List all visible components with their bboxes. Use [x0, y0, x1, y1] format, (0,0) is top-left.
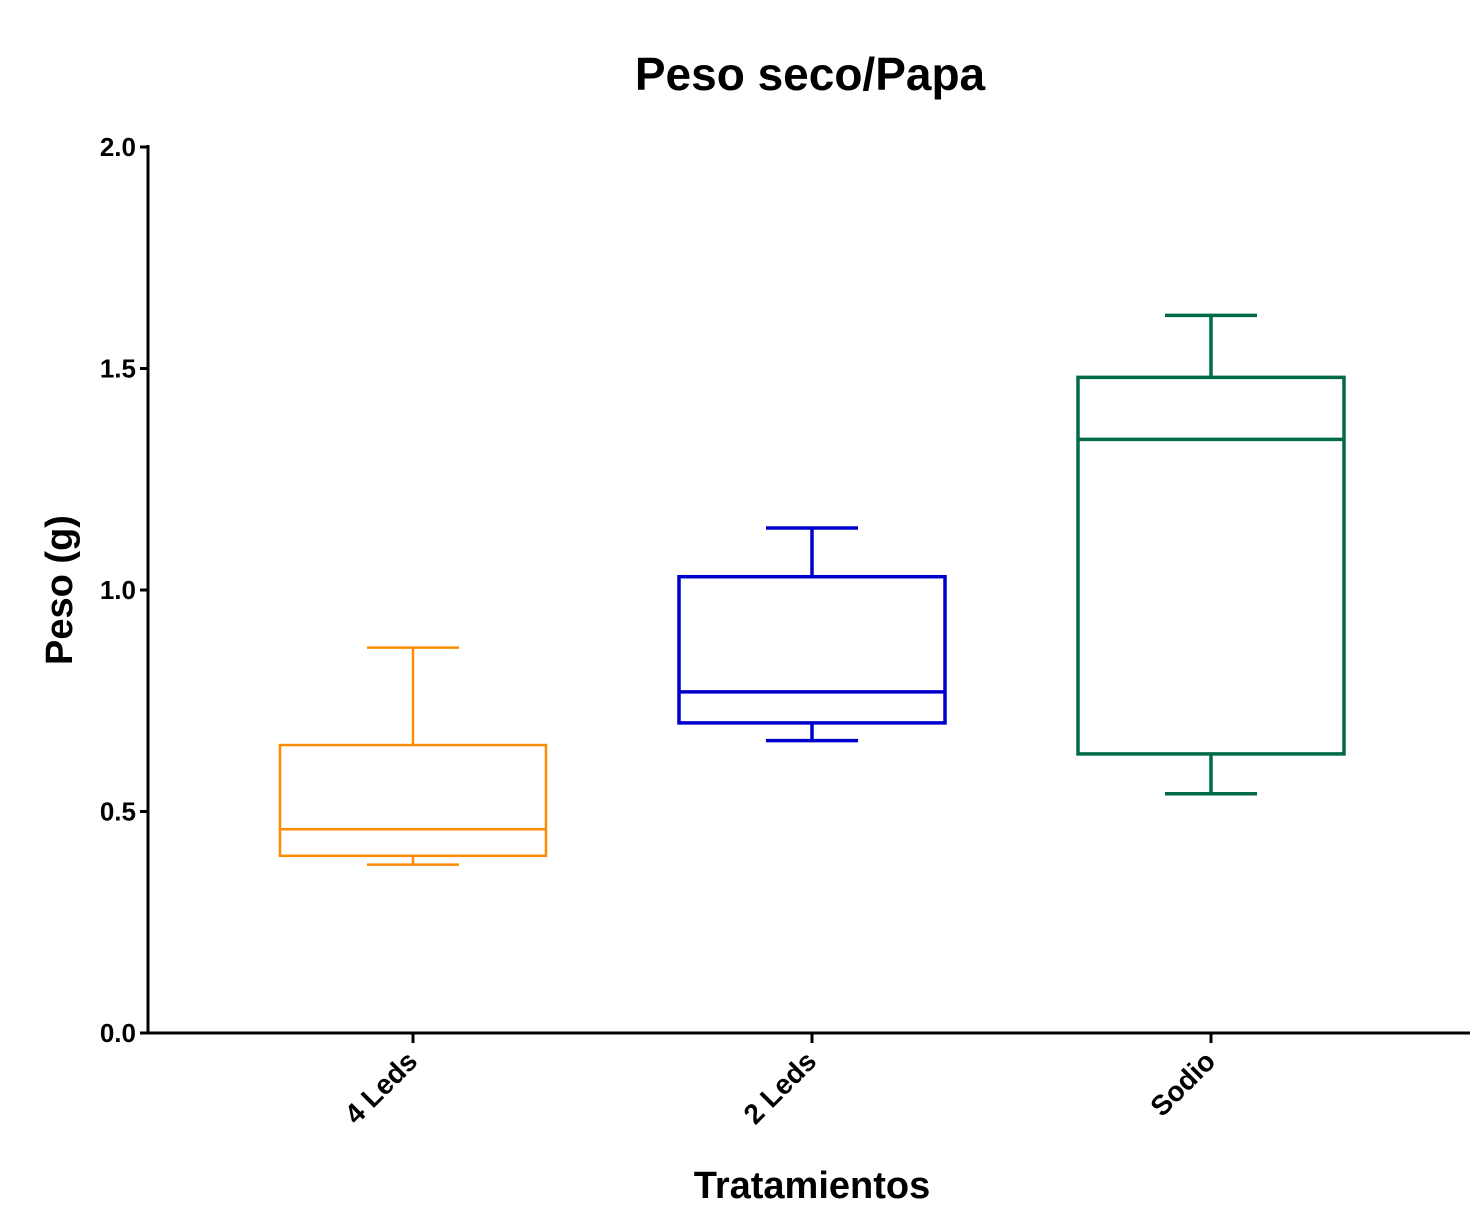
y-tick-label: 1.5: [100, 354, 136, 384]
chart-title: Peso seco/Papa: [635, 48, 986, 100]
axes: 0.0 0.5 1.0 1.5 2.0 4 Leds 2 Leds Sodio: [100, 132, 1470, 1130]
box-iqr: [278, 743, 548, 858]
boxes: [278, 313, 1346, 866]
y-tick-label: 1.0: [100, 575, 136, 605]
box-sodio: [1076, 313, 1346, 796]
box-2-leds: [677, 526, 947, 743]
y-axis-label: Peso (g): [39, 515, 81, 665]
x-tick-label: Sodio: [1144, 1045, 1221, 1122]
y-tick-label: 2.0: [100, 132, 136, 162]
box-4-leds: [278, 646, 548, 866]
y-tick-label: 0.5: [100, 797, 136, 827]
x-tick-label: 4 Leds: [339, 1045, 424, 1130]
box-iqr: [677, 574, 947, 725]
box-iqr: [1076, 375, 1346, 756]
y-tick-label: 0.0: [100, 1018, 136, 1048]
x-tick-label: 2 Leds: [738, 1045, 823, 1130]
x-axis-label: Tratamientos: [694, 1165, 931, 1205]
